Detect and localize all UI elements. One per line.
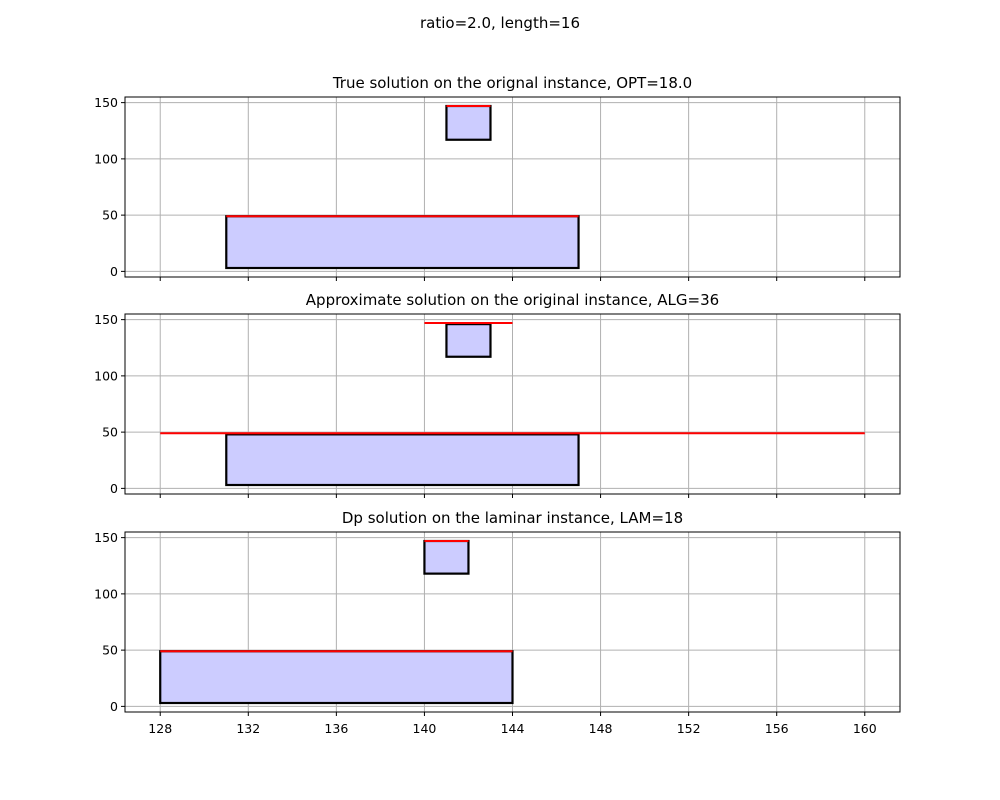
y-tick-label: 150 xyxy=(94,95,118,110)
x-tick-label: 128 xyxy=(148,721,172,736)
subplot-title: True solution on the orignal instance, O… xyxy=(332,74,692,92)
interval-rectangle xyxy=(445,323,492,358)
y-tick-label: 50 xyxy=(102,425,118,440)
x-tick-label: 132 xyxy=(236,721,260,736)
x-tick-label: 156 xyxy=(765,721,789,736)
interval-rectangle xyxy=(225,433,580,487)
interval-rectangle xyxy=(423,539,470,575)
y-tick-label: 150 xyxy=(94,530,118,545)
y-tick-label: 0 xyxy=(110,699,118,714)
subplot-title: Approximate solution on the original ins… xyxy=(306,291,719,309)
y-tick-label: 50 xyxy=(102,643,118,658)
figure-suptitle: ratio=2.0, length=16 xyxy=(420,14,580,32)
x-tick-label: 140 xyxy=(413,721,437,736)
subplot-opt: True solution on the orignal instance, O… xyxy=(94,74,901,281)
x-tick-label: 144 xyxy=(501,721,525,736)
subplot-alg: Approximate solution on the original ins… xyxy=(94,291,901,498)
subplot-lam: Dp solution on the laminar instance, LAM… xyxy=(94,509,901,736)
y-tick-label: 100 xyxy=(94,368,118,383)
y-tick-label: 50 xyxy=(102,208,118,223)
y-tick-label: 150 xyxy=(94,312,118,327)
x-tick-label: 160 xyxy=(853,721,877,736)
x-tick-label: 152 xyxy=(677,721,701,736)
x-tick-label: 148 xyxy=(589,721,613,736)
y-tick-label: 0 xyxy=(110,481,118,496)
y-tick-label: 0 xyxy=(110,264,118,279)
interval-rectangle xyxy=(159,650,514,705)
interval-rectangle xyxy=(225,215,580,270)
y-tick-label: 100 xyxy=(94,586,118,601)
y-tick-label: 100 xyxy=(94,151,118,166)
subplot-title: Dp solution on the laminar instance, LAM… xyxy=(342,509,683,527)
interval-rectangle xyxy=(445,104,492,141)
x-tick-label: 136 xyxy=(324,721,348,736)
